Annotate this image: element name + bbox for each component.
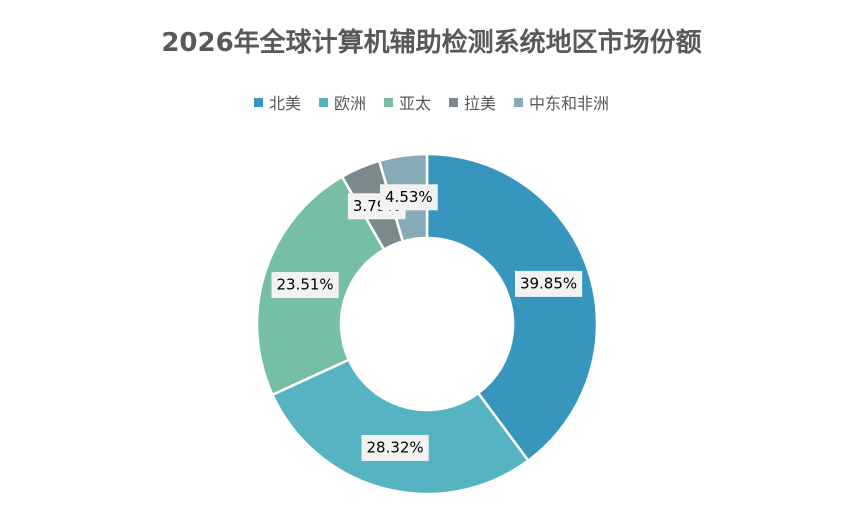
legend-item: 中东和非洲 xyxy=(514,90,609,114)
label-box xyxy=(514,270,583,297)
legend-swatch xyxy=(383,97,393,107)
data-label: 4.53% xyxy=(385,188,433,206)
data-label: 23.51% xyxy=(276,276,333,294)
data-label: 39.85% xyxy=(520,274,577,292)
legend-swatch xyxy=(514,97,524,107)
label-box xyxy=(361,434,429,461)
legend-label: 中东和非洲 xyxy=(529,94,610,113)
legend-label: 欧洲 xyxy=(333,94,366,113)
legend-item: 北美 xyxy=(253,90,301,114)
chart-title: 2026年全球计算机辅助检测系统地区市场份额 xyxy=(161,28,702,58)
legend: 北美 欧洲 亚太 拉美 中东和非洲 xyxy=(0,90,863,114)
data-label: 28.32% xyxy=(366,438,423,456)
label-box xyxy=(380,184,438,211)
label-box xyxy=(271,272,339,299)
legend-swatch xyxy=(253,97,263,107)
legend-item: 欧洲 xyxy=(318,90,366,114)
slice xyxy=(270,358,530,496)
legend-label: 拉美 xyxy=(464,94,497,113)
slice xyxy=(425,152,599,463)
legend-label: 亚太 xyxy=(398,94,431,113)
legend-item: 拉美 xyxy=(449,90,496,114)
legend-label: 北美 xyxy=(268,94,301,113)
legend-swatch xyxy=(449,97,458,107)
legend-item: 亚太 xyxy=(383,90,431,114)
legend-swatch xyxy=(318,97,328,107)
